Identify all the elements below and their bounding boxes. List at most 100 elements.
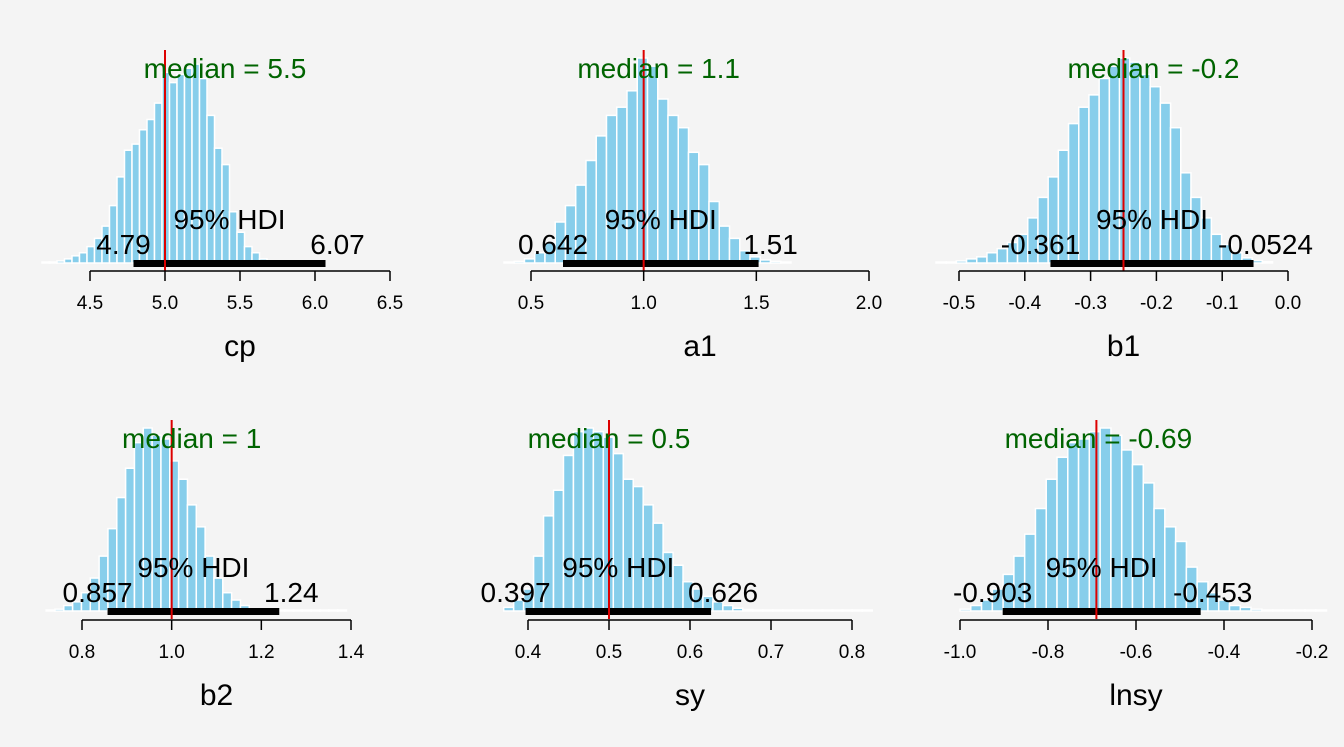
hdi-label: 95% HDI	[173, 204, 285, 235]
histogram-bar	[1131, 463, 1145, 612]
histogram-bar	[283, 609, 295, 612]
histogram-bar	[1261, 609, 1274, 612]
tick-label: 0.7	[758, 642, 784, 663]
histogram-bars	[935, 57, 1274, 264]
histogram-bar	[667, 114, 680, 264]
histogram-bar	[615, 106, 628, 264]
histogram-bar	[133, 441, 145, 612]
histogram-bar	[672, 564, 684, 612]
histogram-bar	[301, 609, 312, 612]
histogram-bar	[552, 489, 565, 612]
histogram-bar	[513, 260, 526, 264]
histogram-bar	[572, 430, 585, 612]
hdi-label: 95% HDI	[137, 552, 249, 583]
hdi-low-label: 0.857	[63, 577, 133, 608]
histogram-bar	[319, 609, 330, 612]
histogram-bar	[1099, 427, 1112, 612]
tick-label: 2.0	[856, 293, 882, 314]
x-axis: -1.0 -0.8 -0.6 -0.4 -0.2	[944, 619, 1328, 663]
histogram-bar	[1098, 77, 1111, 264]
histogram-bar	[811, 609, 824, 612]
histogram-bar	[1034, 507, 1047, 612]
histogram-bar	[841, 609, 854, 612]
panel-a1: median = 1.1 95% HDI 0.642 1.51 0.5 1.0 1.…	[503, 50, 882, 363]
tick-label: -0.2	[1140, 293, 1173, 314]
histogram-bar	[177, 478, 189, 612]
tick-label: -0.3	[1074, 293, 1107, 314]
histogram-bar	[160, 438, 171, 612]
histogram-bar	[761, 609, 774, 612]
histogram-bar	[986, 252, 998, 264]
median-label: median = -0.69	[1005, 423, 1193, 454]
tick-label: 5.5	[227, 293, 253, 314]
histogram-bar	[632, 485, 644, 612]
tick-label: -0.8	[1032, 642, 1065, 663]
histogram-bar	[1045, 478, 1058, 612]
histogram-bar	[78, 252, 88, 264]
histogram-bar	[728, 237, 741, 264]
histogram-bar	[1056, 456, 1069, 612]
tick-label: 1.5	[743, 293, 769, 314]
histogram-bar	[56, 260, 66, 264]
tick-label: -0.1	[1206, 293, 1239, 314]
tick-label: -1.0	[944, 642, 977, 663]
histogram-bar	[1282, 609, 1295, 612]
tick-label: 0.8	[839, 642, 865, 663]
histogram-bar	[503, 261, 515, 264]
median-label: median = -0.2	[1068, 53, 1240, 84]
tick-label: 4.5	[77, 293, 103, 314]
histogram-bar	[1304, 609, 1317, 612]
histogram-bar	[1314, 609, 1328, 612]
histogram-bar	[1142, 482, 1155, 612]
x-axis: 4.5 5.0 5.5 6.0 6.5	[77, 270, 403, 314]
tick-label: 1.0	[630, 293, 656, 314]
histogram-bar	[71, 255, 81, 264]
histogram-bar	[959, 608, 972, 612]
hdi-high-label: 1.51	[743, 229, 798, 260]
histogram-bar	[612, 452, 625, 612]
histogram-bar	[198, 77, 208, 264]
histogram-bar	[142, 427, 153, 612]
histogram-bars	[959, 427, 1328, 612]
panel-b2: median = 1 95% HDI 0.857 1.24 0.8 1.0 1.2 1…	[45, 420, 365, 712]
hdi-bar	[525, 608, 712, 615]
histogram-bar	[562, 454, 575, 612]
tick-label: 0.6	[677, 642, 703, 663]
histogram-bar	[168, 81, 178, 264]
hdi-bar	[1050, 260, 1254, 267]
histogram-bar	[151, 434, 162, 612]
histogram-bar	[851, 609, 864, 612]
x-axis-label: lnsy	[1109, 679, 1162, 712]
histogram-bar	[955, 260, 968, 264]
histogram-bar	[1110, 434, 1123, 612]
median-label: median = 1.1	[577, 53, 740, 84]
histogram-bar	[752, 609, 764, 612]
histogram-bar	[780, 261, 792, 264]
histogram-bar	[791, 609, 804, 612]
histogram-bar	[328, 609, 339, 612]
x-axis: 0.8 1.0 1.2 1.4	[69, 619, 365, 663]
hdi-bar	[1002, 608, 1201, 615]
median-label: median = 1	[122, 423, 261, 454]
tick-label: 0.5	[596, 642, 622, 663]
x-axis: 0.5 1.0 1.5 2.0	[518, 270, 882, 314]
histogram-bar	[213, 577, 224, 612]
x-axis-label: a1	[683, 330, 716, 363]
hdi-high-label: 6.07	[310, 229, 365, 260]
panel-lnsy: median = -0.69 95% HDI -0.903 -0.453 -1.…	[944, 420, 1328, 712]
histogram-bar	[1088, 94, 1100, 264]
histogram-bar	[1067, 441, 1080, 612]
x-axis-label: sy	[675, 679, 705, 712]
x-axis: -0.5 -0.4 -0.3 -0.2 -0.1 0.0	[943, 270, 1301, 314]
histogram-bar	[41, 261, 51, 264]
tick-label: 6.5	[377, 293, 403, 314]
histogram-bar	[718, 225, 731, 264]
hdi-label: 95% HDI	[1046, 552, 1158, 583]
histogram-bar	[742, 608, 754, 612]
histogram-bar	[657, 98, 669, 264]
histogram-bar	[965, 258, 978, 264]
panel-sy: median = 0.5 95% HDI 0.397 0.626 0.4 0.5 0…	[481, 420, 874, 712]
histogram-bar	[769, 260, 782, 264]
histogram-bar	[622, 478, 634, 612]
